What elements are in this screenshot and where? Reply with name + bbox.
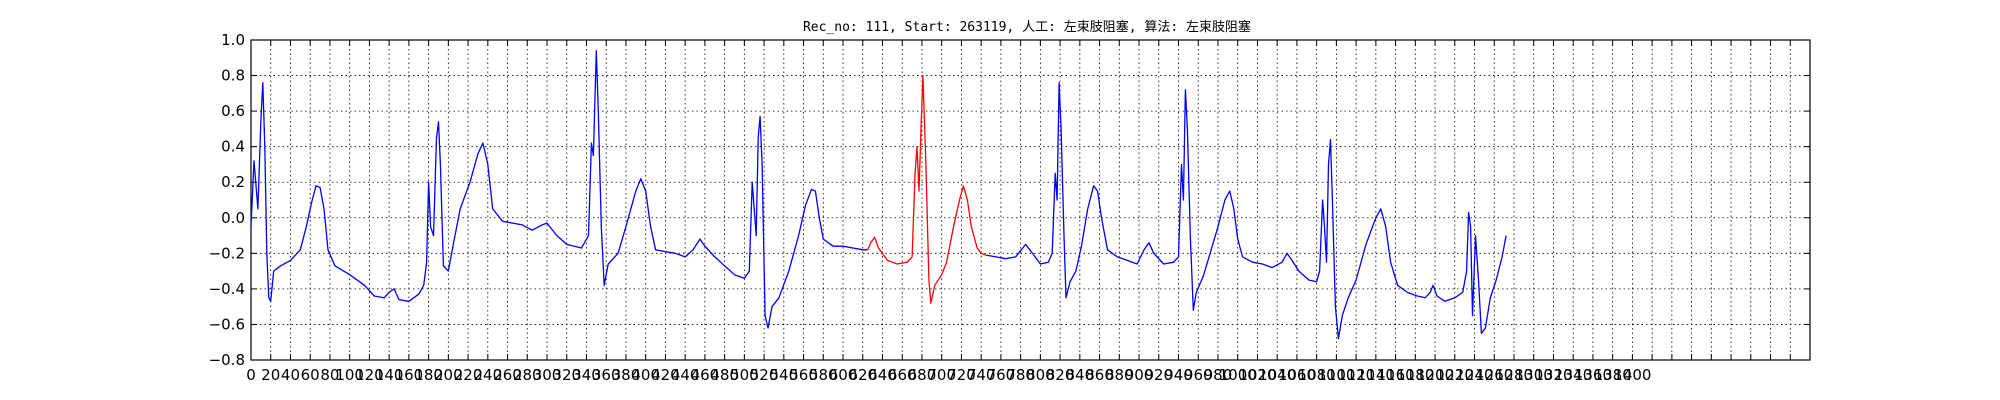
x-tick-label: 760 — [987, 366, 1016, 384]
x-tick-label: 260 — [493, 366, 522, 384]
chart-title: Rec_no: 111, Start: 263119, 人工: 左束肢阻塞, 算… — [803, 19, 1251, 35]
x-tick-label: 380 — [612, 366, 641, 384]
ecg-series-line-normal-end — [985, 82, 1507, 340]
x-tick-label: 1160 — [1376, 366, 1414, 384]
x-tick-label: 1340 — [1554, 366, 1592, 384]
x-tick-label: 520 — [750, 366, 779, 384]
x-tick-label: 1400 — [1613, 366, 1651, 384]
x-tick-label: 60 — [301, 366, 320, 384]
x-tick-label: 880 — [1105, 366, 1134, 384]
x-tick-label: 1060 — [1278, 366, 1316, 384]
x-tick-label: 1240 — [1455, 366, 1493, 384]
x-tick-label: 340 — [572, 366, 601, 384]
y-tick-label: 0.4 — [221, 138, 245, 156]
x-tick-label: 740 — [967, 366, 996, 384]
x-tick-label: 1360 — [1574, 366, 1612, 384]
x-tick-label: 400 — [631, 366, 660, 384]
x-tick-label: 1120 — [1337, 366, 1375, 384]
ecg-series-line-normal-start — [250, 50, 868, 329]
x-axis-ticks: 0 20 40 60 801001201401601802002202402602803… — [246, 40, 1811, 384]
x-tick-label: 300 — [533, 366, 562, 384]
grid-layer — [251, 40, 1810, 360]
y-tick-label: 0.0 — [221, 209, 245, 227]
x-tick-label: 940 — [1164, 366, 1193, 384]
x-tick-label: 1200 — [1416, 366, 1454, 384]
y-tick-label: −0.4 — [209, 280, 245, 298]
x-tick-label: 780 — [1006, 366, 1035, 384]
y-tick-label: 1.0 — [221, 31, 245, 49]
ecg-series-line-highlight — [867, 74, 987, 304]
x-tick-label: 1040 — [1258, 366, 1296, 384]
x-tick-label: 1380 — [1594, 366, 1632, 384]
x-tick-label: 700 — [927, 366, 956, 384]
x-tick-label: 80 — [320, 366, 339, 384]
x-tick-label: 640 — [868, 366, 897, 384]
x-tick-label: 920 — [1144, 366, 1173, 384]
x-tick-label: 420 — [651, 366, 680, 384]
x-tick-label: 0 — [246, 366, 256, 384]
x-tick-label: 1000 — [1219, 366, 1257, 384]
x-tick-label: 900 — [1125, 366, 1154, 384]
plot-frame — [250, 39, 1811, 361]
x-tick-label: 140 — [375, 366, 404, 384]
x-tick-label: 360 — [592, 366, 621, 384]
x-tick-label: 220 — [454, 366, 483, 384]
x-tick-label: 840 — [1066, 366, 1095, 384]
x-tick-label: 580 — [809, 366, 838, 384]
x-tick-label: 620 — [848, 366, 877, 384]
x-tick-label: 660 — [888, 366, 917, 384]
y-axis-ticks: 1.0 0.8 0.6 0.4 0.2 0.0 −0.2 −0.4 −0.6 −0.8 — [209, 31, 1810, 369]
x-tick-label: 120 — [355, 366, 384, 384]
y-tick-label: −0.2 — [209, 244, 245, 262]
x-tick-label: 600 — [829, 366, 858, 384]
x-tick-label: 860 — [1085, 366, 1114, 384]
x-tick-label: 1300 — [1515, 366, 1553, 384]
x-tick-label: 1220 — [1436, 366, 1474, 384]
x-tick-label: 960 — [1184, 366, 1213, 384]
x-tick-label: 560 — [789, 366, 818, 384]
y-tick-label: −0.8 — [209, 351, 245, 369]
x-tick-label: 160 — [395, 366, 424, 384]
x-tick-label: 1260 — [1475, 366, 1513, 384]
x-tick-label: 480 — [710, 366, 739, 384]
x-tick-label: 1080 — [1298, 366, 1336, 384]
y-tick-label: 0.6 — [221, 102, 245, 120]
x-tick-label: 1180 — [1396, 366, 1434, 384]
x-tick-label: 980 — [1204, 366, 1233, 384]
series-layer — [250, 50, 1507, 340]
x-tick-label: 1280 — [1495, 366, 1533, 384]
x-tick-label: 820 — [1046, 366, 1075, 384]
x-tick-label: 1320 — [1534, 366, 1572, 384]
x-tick-label: 500 — [730, 366, 759, 384]
x-tick-label: 40 — [281, 366, 300, 384]
y-tick-label: 0.2 — [221, 173, 245, 191]
x-tick-label: 180 — [414, 366, 443, 384]
x-tick-label: 440 — [671, 366, 700, 384]
y-tick-label: 0.8 — [221, 67, 245, 85]
x-tick-label: 800 — [1026, 366, 1055, 384]
x-tick-label: 200 — [434, 366, 463, 384]
x-tick-label: 540 — [770, 366, 799, 384]
x-tick-label: 1020 — [1238, 366, 1276, 384]
x-tick-label: 100 — [335, 366, 364, 384]
x-tick-label: 1100 — [1317, 366, 1355, 384]
x-tick-label: 20 — [261, 366, 280, 384]
x-tick-label: 720 — [947, 366, 976, 384]
x-tick-label: 1140 — [1357, 366, 1395, 384]
x-tick-label: 240 — [473, 366, 502, 384]
y-tick-label: −0.6 — [209, 315, 245, 333]
x-tick-label: 320 — [552, 366, 581, 384]
x-tick-label: 680 — [908, 366, 937, 384]
x-tick-label: 280 — [513, 366, 542, 384]
x-tick-label: 460 — [691, 366, 720, 384]
